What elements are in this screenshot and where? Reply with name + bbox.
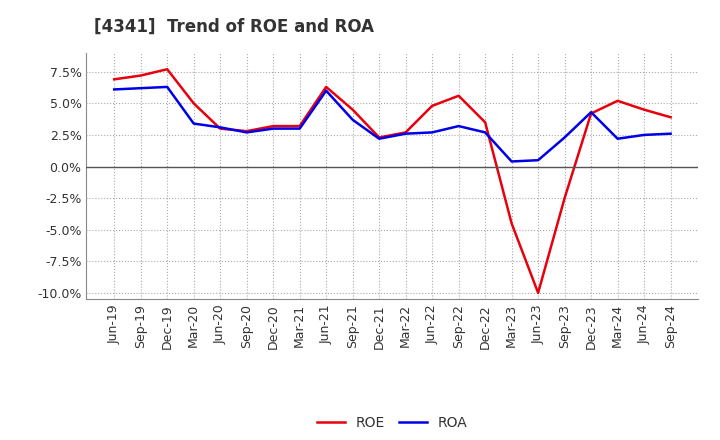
ROE xyxy=(534,290,542,296)
ROE xyxy=(136,73,145,78)
Line: ROA: ROA xyxy=(114,87,670,161)
ROE xyxy=(348,107,357,112)
ROE xyxy=(640,107,649,112)
Text: [4341]  Trend of ROE and ROA: [4341] Trend of ROE and ROA xyxy=(94,18,374,36)
ROE xyxy=(375,135,384,140)
ROA xyxy=(375,136,384,141)
ROA xyxy=(163,84,171,90)
Line: ROE: ROE xyxy=(114,69,670,293)
ROA xyxy=(508,159,516,164)
ROE xyxy=(587,111,595,116)
ROA xyxy=(613,136,622,141)
ROE xyxy=(163,66,171,72)
ROE xyxy=(189,101,198,106)
ROA xyxy=(216,125,225,130)
ROE xyxy=(322,84,330,90)
ROE xyxy=(269,124,277,129)
ROA xyxy=(136,85,145,91)
ROA xyxy=(560,135,569,140)
ROE xyxy=(666,114,675,120)
ROE xyxy=(613,98,622,103)
ROE xyxy=(295,124,304,129)
ROA xyxy=(428,130,436,135)
ROA xyxy=(666,131,675,136)
ROA xyxy=(481,130,490,135)
ROA xyxy=(295,126,304,131)
ROA xyxy=(587,110,595,115)
ROE xyxy=(243,128,251,134)
ROA xyxy=(640,132,649,138)
ROA xyxy=(243,130,251,135)
ROE xyxy=(216,126,225,131)
ROA xyxy=(269,126,277,131)
ROE xyxy=(560,195,569,201)
ROE xyxy=(508,221,516,226)
ROE xyxy=(454,93,463,99)
ROE xyxy=(481,120,490,125)
ROA xyxy=(189,121,198,126)
ROA xyxy=(401,131,410,136)
ROA xyxy=(454,124,463,129)
ROA xyxy=(534,158,542,163)
ROA xyxy=(348,117,357,122)
ROE xyxy=(428,103,436,109)
ROA xyxy=(110,87,119,92)
ROA xyxy=(322,88,330,93)
ROE xyxy=(110,77,119,82)
ROE xyxy=(401,130,410,135)
Legend: ROE, ROA: ROE, ROA xyxy=(312,410,473,435)
